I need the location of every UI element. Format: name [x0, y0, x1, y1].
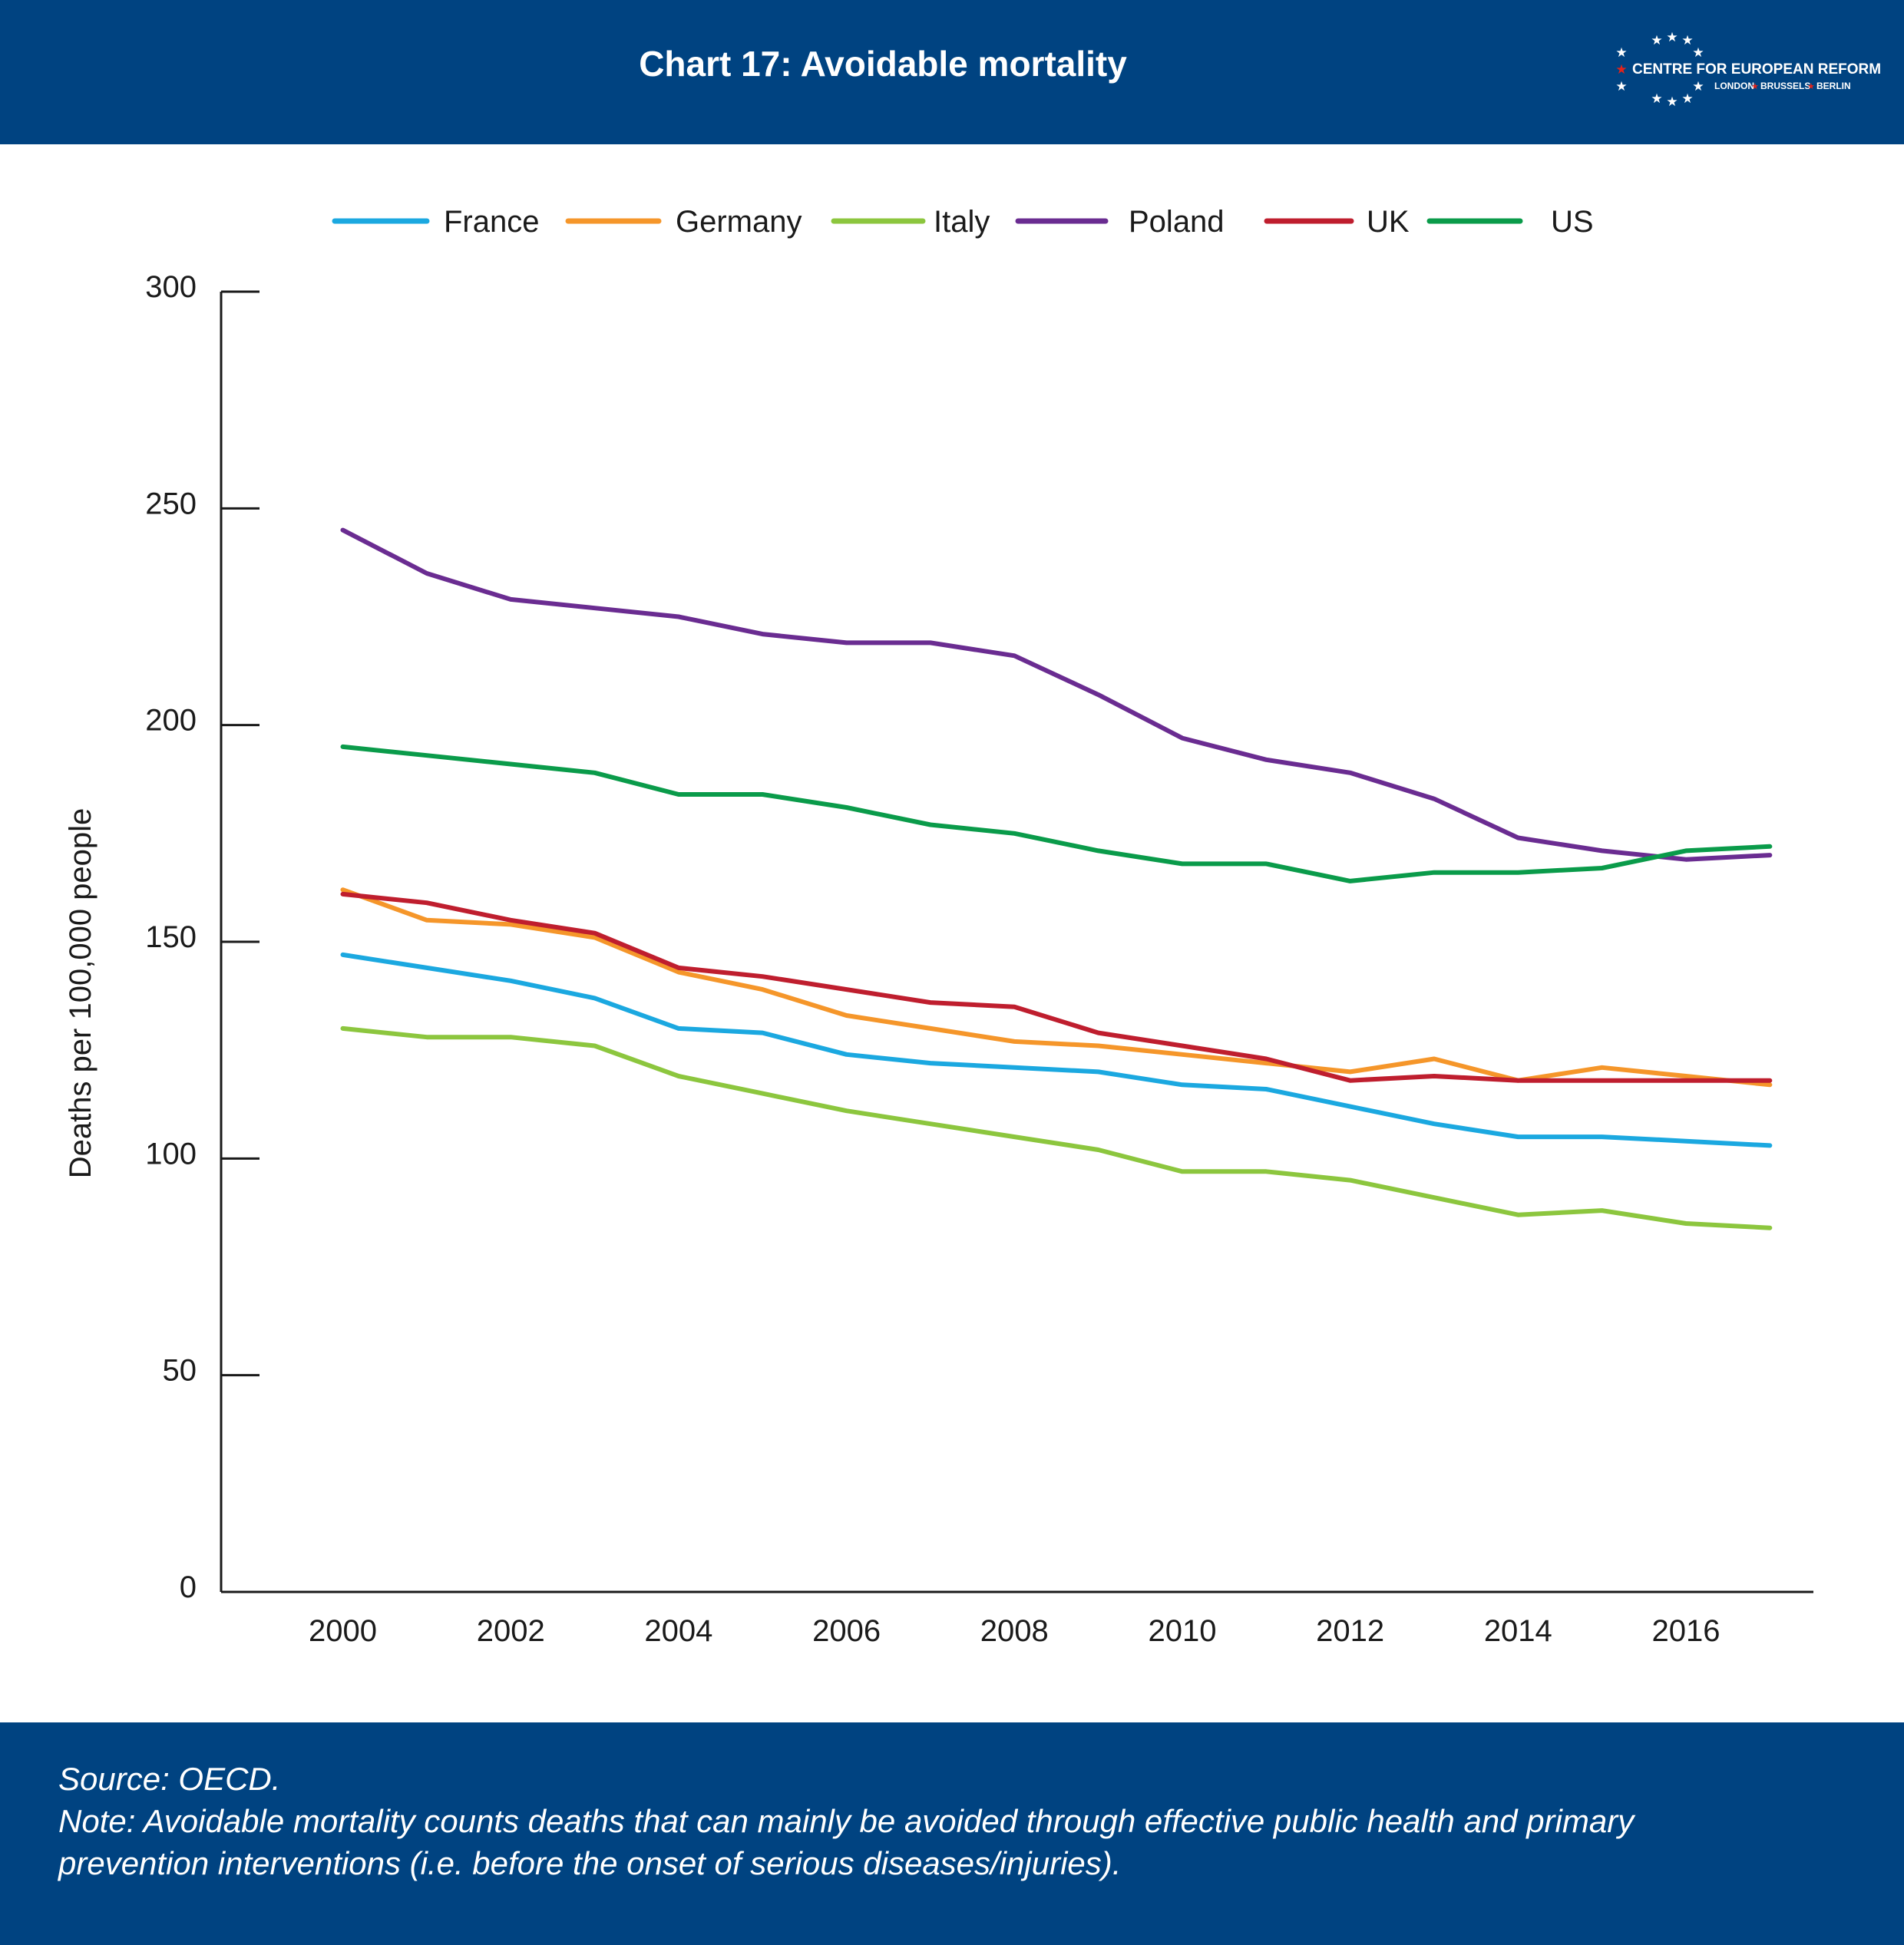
series-line-germany [340, 887, 1773, 1088]
logo-city-dot: ★ [1807, 82, 1815, 91]
logo-star: ★ [1681, 33, 1693, 48]
y-tick-label: 50 [163, 1354, 197, 1388]
series-line-us [340, 744, 1773, 883]
y-tick-label: 0 [180, 1570, 197, 1604]
logo-star: ★ [1666, 94, 1678, 109]
note-line-2: prevention interventions (i.e. before th… [58, 1845, 1122, 1881]
y-tick-label: 250 [145, 487, 197, 520]
chart-area: France Germany Italy Poland UK US 0 50 100 150 20… [64, 205, 1813, 1648]
y-tick-label: 200 [145, 704, 197, 738]
series-line-uk [340, 891, 1773, 1083]
x-tick-label: 2016 [1651, 1614, 1720, 1648]
legend-label-france: France [444, 205, 540, 239]
note-line-1: Note: Avoidable mortality counts deaths … [58, 1803, 1635, 1839]
logo-city-berlin: BERLIN [1816, 81, 1851, 91]
logo-star-accent: ★ [1615, 62, 1627, 77]
x-tick-label: 2006 [812, 1614, 881, 1648]
logo-star: ★ [1651, 91, 1662, 106]
x-tick-label: 2008 [980, 1614, 1049, 1648]
legend-label-italy: Italy [934, 205, 990, 239]
logo-city-brussels: BRUSSELS [1760, 81, 1810, 91]
logo-star: ★ [1692, 79, 1704, 94]
logo-star: ★ [1615, 79, 1627, 94]
x-tick-label: 2000 [309, 1614, 377, 1648]
x-tick-label: 2004 [644, 1614, 712, 1648]
x-tick-label: 2012 [1316, 1614, 1384, 1648]
y-tick-label: 100 [145, 1137, 197, 1171]
logo-city-dot: ★ [1751, 82, 1759, 91]
chart-title: Chart 17: Avoidable mortality [639, 44, 1127, 84]
logo-star: ★ [1651, 33, 1662, 48]
axes: 0 50 100 150 200 250 300 2000 2002 2004 2006 2008 20… [64, 270, 1813, 1648]
x-tick-label: 2002 [477, 1614, 545, 1648]
y-tick-label: 300 [145, 270, 197, 304]
logo-star: ★ [1692, 45, 1704, 60]
legend-label-us: US [1551, 205, 1594, 239]
series-line-france [340, 952, 1773, 1148]
series-lines [340, 527, 1773, 1230]
legend-label-poland: Poland [1129, 205, 1225, 239]
legend-label-germany: Germany [676, 205, 802, 239]
series-line-poland [340, 527, 1773, 862]
y-axis-label: Deaths per 100,000 people [64, 808, 98, 1179]
logo-star: ★ [1681, 91, 1693, 106]
x-tick-label: 2010 [1148, 1614, 1216, 1648]
series-line-italy [340, 1025, 1773, 1230]
logo-star: ★ [1615, 45, 1627, 60]
x-tick-label: 2014 [1484, 1614, 1552, 1648]
legend: France Germany Italy Poland UK US [332, 205, 1594, 239]
cer-logo: ★ ★ ★ ★ ★ ★ ★ ★ ★ ★ ★ CENTRE FOR EUROPEA… [1615, 30, 1881, 109]
y-tick-label: 150 [145, 920, 197, 954]
logo-name: CENTRE FOR EUROPEAN REFORM [1632, 61, 1881, 78]
logo-city-london: LONDON [1714, 81, 1754, 91]
source-text: Source: OECD. [58, 1761, 281, 1797]
header-bar: Chart 17: Avoidable mortality ★ ★ ★ ★ ★ … [0, 0, 1904, 144]
legend-label-uk: UK [1367, 205, 1410, 239]
footer-bar: Source: OECD. Note: Avoidable mortality … [0, 1722, 1904, 1945]
logo-star: ★ [1666, 30, 1678, 45]
